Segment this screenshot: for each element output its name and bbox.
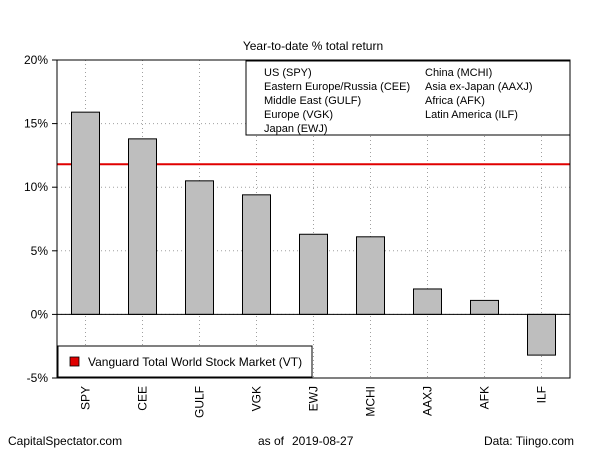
x-tick-label: ILF bbox=[535, 386, 549, 403]
bars bbox=[71, 111, 556, 356]
y-tick-label: 20% bbox=[24, 53, 48, 67]
x-tick-label: AAXJ bbox=[421, 386, 435, 416]
y-tick-label: -5% bbox=[27, 371, 49, 385]
bar-aaxj bbox=[413, 288, 442, 315]
chart-title: Year-to-date % total return bbox=[243, 39, 383, 53]
footer-date: 2019-08-27 bbox=[292, 434, 354, 448]
footer-source-left: CapitalSpectator.com bbox=[8, 434, 123, 448]
bar-gulf bbox=[185, 180, 214, 315]
plot-frame bbox=[56, 59, 571, 379]
axes: -5% 0% 5% 10% 15% 20% SPY CEE GULF VGK EWJ MCHI AAXJ… bbox=[24, 53, 570, 418]
y-tick-label: 15% bbox=[24, 117, 48, 131]
x-tick-label: VGK bbox=[250, 386, 264, 411]
key-box-frame bbox=[245, 60, 571, 136]
x-tick-label: SPY bbox=[79, 386, 93, 410]
x-tick-label: GULF bbox=[193, 386, 207, 418]
footer-data-source: Data: Tiingo.com bbox=[483, 434, 574, 448]
bar-cee bbox=[128, 138, 157, 315]
y-tick-label: 10% bbox=[24, 180, 48, 194]
key-entry: Middle East (GULF) bbox=[264, 95, 361, 107]
bar-vgk bbox=[242, 194, 271, 315]
legend-swatch bbox=[69, 356, 80, 367]
x-tick-label: AFK bbox=[478, 386, 492, 409]
bar-ilf bbox=[527, 313, 556, 356]
x-tick-label: EWJ bbox=[307, 386, 321, 411]
bar-afk bbox=[470, 299, 499, 315]
key-entry: Eastern Europe/Russia (CEE) bbox=[264, 81, 410, 93]
bar-mchi bbox=[356, 236, 385, 315]
key-entry: Europe (VGK) bbox=[264, 109, 333, 121]
x-tick-label: MCHI bbox=[364, 386, 378, 417]
legend: Vanguard Total World Stock Market (VT) bbox=[57, 345, 313, 378]
legend-label: Vanguard Total World Stock Market (VT) bbox=[88, 355, 302, 369]
key-box: US (SPY) China (MCHI) Eastern Europe/Russi… bbox=[245, 60, 571, 136]
legend-frame bbox=[57, 345, 313, 378]
bar-spy bbox=[71, 111, 100, 315]
y-tick-label: 0% bbox=[31, 307, 49, 321]
key-entry: US (SPY) bbox=[264, 67, 312, 79]
x-tick-label: CEE bbox=[136, 386, 150, 411]
y-tick-label: 5% bbox=[31, 244, 49, 258]
key-entry: Latin America (ILF) bbox=[425, 109, 518, 121]
key-entry: Asia ex-Japan (AAXJ) bbox=[425, 81, 533, 93]
key-entry: China (MCHI) bbox=[425, 67, 492, 79]
bar-ewj bbox=[299, 233, 328, 315]
key-entry: Africa (AFK) bbox=[425, 95, 485, 107]
footer-as-of-label: as of bbox=[258, 434, 285, 448]
key-entry: Japan (EWJ) bbox=[264, 123, 328, 135]
